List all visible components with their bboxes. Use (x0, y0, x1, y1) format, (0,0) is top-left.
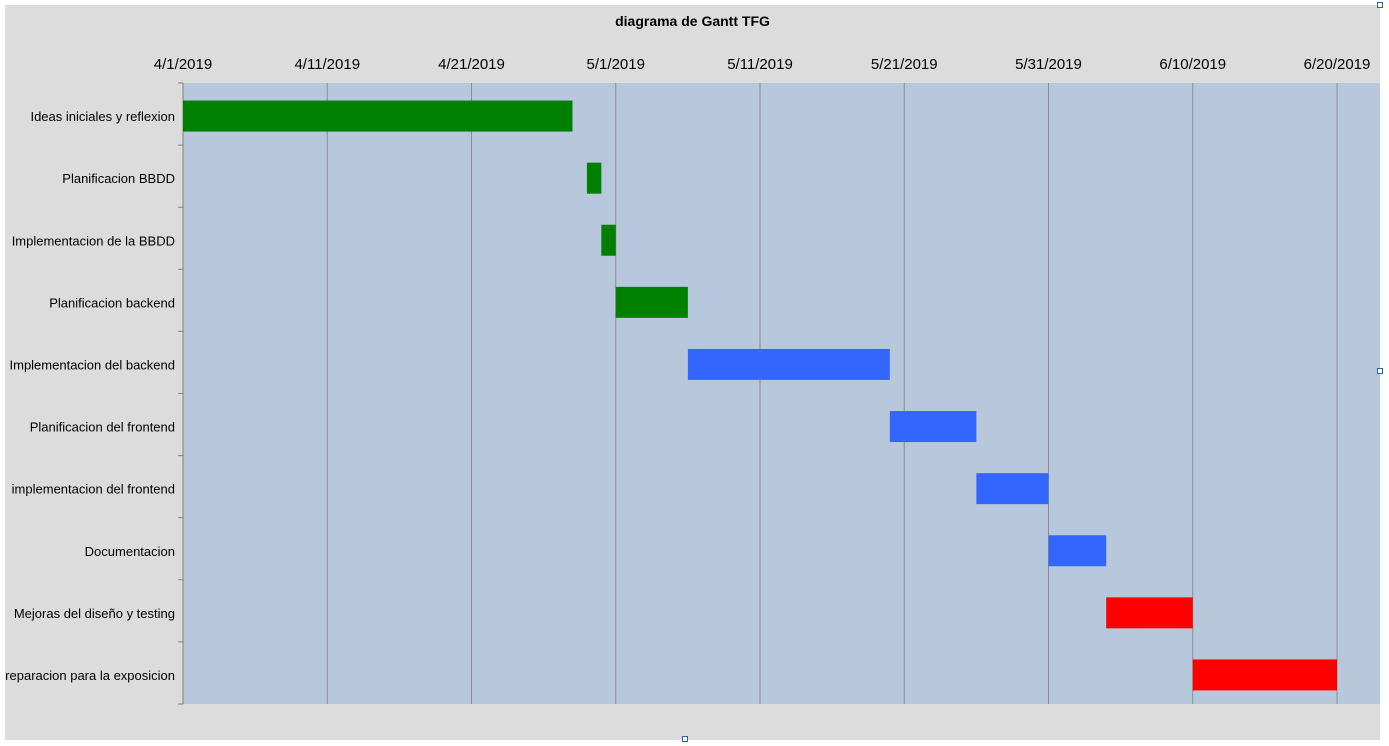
task-label: Planificacion backend (49, 295, 175, 310)
chart-area: diagrama de Gantt TFG 4/1/2019 4/11/2019 4… (5, 5, 1380, 740)
task-label: reparacion para la exposicion (5, 668, 175, 683)
task-label: Implementacion de la BBDD (12, 233, 175, 248)
task-label: Documentacion (85, 544, 175, 559)
x-tick-label: 4/11/2019 (294, 56, 360, 73)
x-tick-label: 5/1/2019 (587, 56, 645, 73)
chart-title: diagrama de Gantt TFG (615, 13, 770, 29)
x-tick-label: 5/21/2019 (871, 56, 938, 73)
x-tick-label: 5/11/2019 (727, 56, 793, 73)
gantt-bar (1192, 659, 1337, 691)
gantt-bar (1106, 597, 1193, 629)
gantt-bar (615, 286, 688, 318)
x-tick-label: 4/21/2019 (438, 56, 505, 73)
task-label: Mejoras del diseño y testing (14, 606, 175, 621)
x-tick-label: 4/1/2019 (154, 56, 212, 73)
gantt-chart: 4/1/2019 4/11/2019 4/21/2019 5/1/2019 5/11/2… (5, 56, 1380, 705)
gantt-bar (889, 411, 977, 443)
task-label: Implementacion del backend (10, 357, 176, 372)
resize-handle-top-right[interactable] (1377, 2, 1383, 8)
task-label: Planificacion del frontend (30, 420, 175, 435)
resize-handle-bottom[interactable] (682, 736, 688, 742)
gantt-bar (976, 473, 1049, 505)
x-tick-label: 6/20/2019 (1304, 56, 1371, 73)
x-tick-label: 5/31/2019 (1015, 56, 1082, 73)
resize-handle-right[interactable] (1377, 368, 1383, 374)
task-label: implementacion del frontend (12, 482, 175, 497)
gantt-bar (586, 162, 602, 194)
gantt-bar (687, 348, 890, 380)
x-tick-label: 6/10/2019 (1159, 56, 1226, 73)
plot-area (183, 83, 1380, 704)
gantt-bar (601, 224, 616, 256)
gantt-bar (1048, 535, 1107, 567)
task-label: Planificacion BBDD (62, 171, 175, 186)
gantt-bar (183, 100, 573, 132)
task-label: Ideas iniciales y reflexion (30, 109, 175, 124)
